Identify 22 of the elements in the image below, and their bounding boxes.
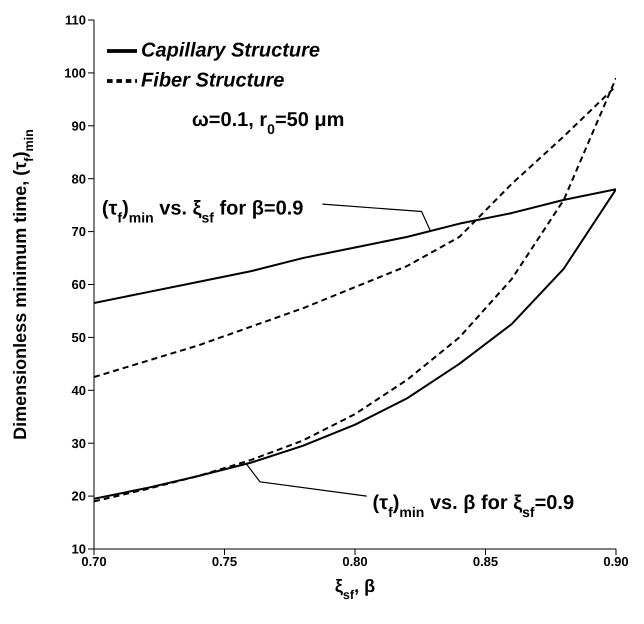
legend-label: Fiber Structure — [141, 69, 284, 92]
annotation: (τ$_{f}$)$_{min}$ vs. β for ξ$_{sf}$=0.9 — [372, 492, 574, 520]
y-tick-label: 10 — [72, 542, 86, 557]
x-axis-title: ξ$_{sf}$, β — [334, 576, 376, 602]
annotation: ω=0.1, r$_{0}$=50 μm — [192, 108, 344, 137]
x-tick-label: 0.85 — [472, 554, 498, 570]
y-tick-label: 20 — [72, 488, 86, 504]
y-tick-label: 60 — [72, 277, 86, 292]
x-tick-label: 0.75 — [212, 554, 238, 570]
legend-label: Capillary Structure — [141, 39, 320, 62]
x-tick-label: 0.90 — [603, 554, 629, 570]
x-tick-label: 0.80 — [342, 554, 368, 570]
x-tick-label: 0.70 — [81, 554, 107, 570]
annotation: (τ$_{f}$)$_{min}$ vs. ξ$_{sf}$ for β=0.9 — [102, 198, 304, 226]
y-tick-label: 40 — [72, 382, 86, 398]
y-tick-label: 100 — [64, 66, 86, 81]
y-tick-label: 70 — [72, 224, 86, 240]
y-tick-label: 90 — [72, 118, 86, 134]
y-tick-label: 110 — [65, 12, 86, 28]
y-tick-label: 30 — [72, 436, 86, 451]
y-tick-label: 80 — [72, 171, 86, 186]
y-tick-label: 50 — [72, 330, 86, 346]
